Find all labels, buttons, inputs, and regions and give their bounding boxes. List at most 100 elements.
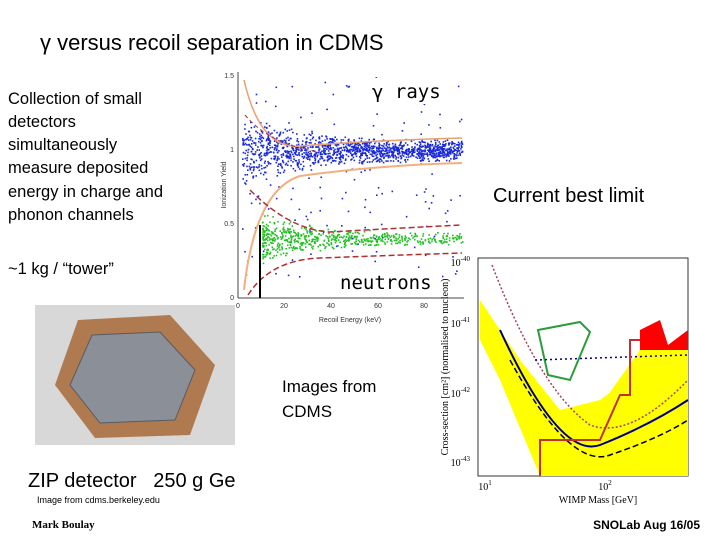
dot [304,227,306,229]
dot [396,150,399,153]
dot [381,147,384,150]
dot [446,210,449,212]
dot [437,155,440,157]
dot [454,149,456,151]
dot [359,156,361,158]
dot [288,232,291,234]
dot [242,144,244,146]
dot [292,131,294,134]
dot [260,172,262,175]
dot [276,248,279,250]
dot [262,238,264,240]
dot [302,157,305,160]
dot [273,140,276,142]
dot [298,151,300,154]
dot [439,152,441,155]
dot [457,150,459,152]
dot [328,240,330,242]
dot [273,129,276,132]
dot [450,150,453,152]
dot [462,241,464,243]
dot [455,237,458,240]
dot [365,238,368,240]
dot [251,172,253,174]
dot [359,150,362,152]
dot [285,140,287,142]
dot [309,243,311,245]
dot [264,215,266,217]
dot [296,140,298,142]
dot [242,178,244,180]
dot [387,238,390,240]
dot [307,147,309,149]
dot [304,141,307,143]
dot [367,239,369,242]
dot [262,236,264,238]
dot [331,246,334,249]
dot [429,145,431,147]
dot [321,156,323,158]
x-tick-label: 60 [374,303,382,310]
dot [254,137,257,140]
dot [374,238,376,240]
y-tick-label: 0.5 [224,221,234,228]
dot [260,137,263,139]
dot [293,229,295,232]
dot [252,169,255,172]
dot [297,166,300,168]
dot [435,241,437,243]
dot [436,149,438,152]
dot [409,238,411,241]
dot [313,163,315,165]
dot [315,236,317,238]
dot [265,178,268,180]
dot [423,191,426,193]
dot [435,143,437,146]
dot [378,238,380,240]
dot [294,169,297,172]
dot [388,146,391,149]
dot [270,234,273,237]
dot [406,148,408,151]
dot [420,146,423,148]
dot [375,157,377,160]
dot [298,168,301,170]
dot [315,139,317,142]
dot [284,163,287,166]
dot [434,141,437,144]
dot [415,156,417,158]
dot [294,219,296,221]
dot [358,148,361,150]
dot [245,144,248,146]
dot [320,234,322,237]
x-axis-label: WIMP Mass [GeV] [559,495,638,506]
dot [289,228,291,230]
dot [252,160,255,163]
dot [384,238,387,241]
dot [339,161,341,164]
dot [271,232,273,235]
dot [379,155,382,157]
dot [264,171,266,174]
dot [260,155,263,157]
dot [249,145,251,147]
dot [392,151,395,154]
dot [399,161,402,164]
dot [334,236,337,239]
dot [422,159,425,162]
dot [354,235,356,238]
dot [438,240,441,242]
dot [313,154,315,157]
dot [270,157,273,160]
dot [350,243,352,245]
dot [280,236,282,238]
dot [356,243,358,246]
dot [386,152,389,155]
dot [306,218,309,221]
dot [364,169,366,172]
dot [267,229,270,231]
dot [243,139,245,142]
dot [407,239,409,242]
dot [310,169,313,171]
dot [288,129,291,131]
